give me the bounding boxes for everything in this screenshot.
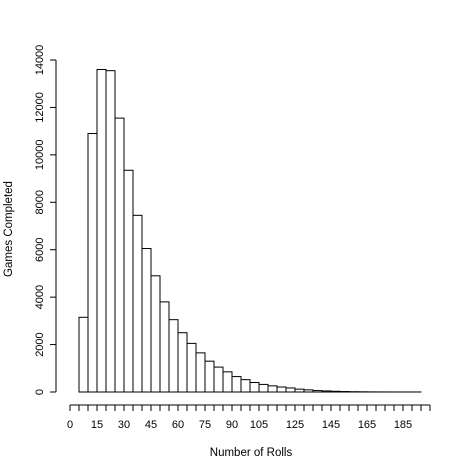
histogram-bar (276, 386, 287, 393)
x-tick-label: 45 (145, 419, 157, 431)
y-tick-label: 2000 (34, 332, 46, 356)
histogram-bar (303, 389, 314, 393)
histogram-bar (204, 360, 215, 393)
x-tick-label: 90 (226, 419, 238, 431)
y-axis: 0 2000 4000 6000 8000 10000 12000 14000 (34, 45, 57, 395)
histogram-bar (222, 371, 233, 393)
histogram-bar (87, 133, 98, 393)
x-tick-label: 185 (394, 419, 412, 431)
histogram-bar (321, 390, 332, 393)
x-tick-label: 15 (91, 419, 103, 431)
histogram-bar (258, 383, 269, 393)
y-tick-label: 12000 (34, 92, 46, 123)
histogram-bar (213, 366, 224, 393)
x-tick-label: 60 (172, 419, 184, 431)
histogram-bar (240, 379, 251, 393)
histogram-bar (195, 352, 206, 393)
histogram-bar (168, 319, 179, 393)
histogram-bar (186, 342, 197, 393)
histogram-bar (123, 169, 134, 393)
x-tick-label: 105 (250, 419, 268, 431)
x-tick-label: 145 (322, 419, 340, 431)
x-tick-label: 165 (358, 419, 376, 431)
histogram-bar (267, 385, 278, 393)
y-axis-title: Games Completed (3, 181, 15, 277)
histogram-bar (312, 390, 323, 393)
y-tick-label: 4000 (34, 285, 46, 309)
x-tick-label: 75 (199, 419, 211, 431)
histogram-bar (114, 117, 125, 393)
histogram-bar (150, 275, 161, 393)
histogram-bar (78, 316, 89, 393)
histogram-bar (141, 248, 152, 393)
histogram-bar (249, 382, 260, 393)
y-tick-label: 10000 (34, 140, 46, 171)
x-tick-label: 0 (67, 419, 73, 431)
x-tick-label: 30 (118, 419, 130, 431)
y-tick-label: 6000 (34, 237, 46, 261)
histogram-bar (330, 390, 341, 393)
x-axis-title: Number of Rolls (210, 447, 293, 459)
x-tick-label: 125 (286, 419, 304, 431)
y-tick-label: 14000 (34, 45, 46, 76)
y-tick-label: 0 (34, 389, 46, 395)
histogram-bar (177, 332, 188, 393)
y-tick-label: 8000 (34, 190, 46, 214)
bars-group (78, 68, 422, 393)
x-axis: 0 15 30 45 60 75 90 105 125 145 165 185 (67, 404, 431, 431)
histogram-bar (159, 301, 170, 393)
histogram-bar (132, 214, 143, 393)
histogram-bar (105, 70, 116, 393)
histogram-bar (294, 388, 305, 393)
histogram-bar (96, 68, 107, 393)
histogram-bar (285, 387, 296, 393)
histogram-bar (231, 376, 242, 393)
